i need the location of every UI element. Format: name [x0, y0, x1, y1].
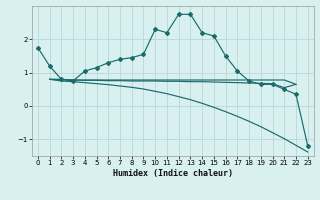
X-axis label: Humidex (Indice chaleur): Humidex (Indice chaleur)	[113, 169, 233, 178]
